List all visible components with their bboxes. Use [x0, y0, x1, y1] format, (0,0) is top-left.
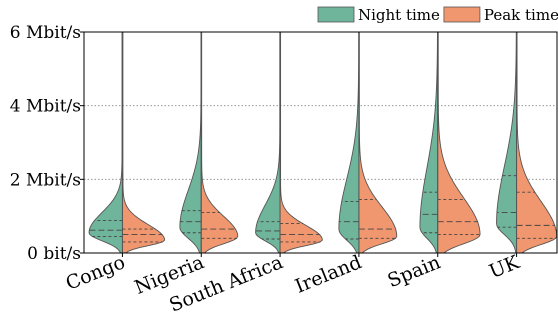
violin-right-congo [122, 32, 164, 253]
x-tick-label: UK [486, 251, 523, 283]
violin-right-ireland [359, 32, 397, 253]
violin-right-spain [438, 32, 480, 253]
legend-label: Night time [358, 6, 440, 24]
violin-right-nigeria [201, 32, 238, 253]
legend-swatch [318, 7, 354, 22]
violins [89, 32, 557, 253]
violin-left-south-africa [256, 32, 280, 253]
violin-left-uk [497, 32, 517, 253]
violin-left-ireland [339, 32, 359, 253]
violin-left-spain [420, 32, 438, 253]
y-axis: 0 bit/s 2 Mbit/s 4 Mbit/s 6 Mbit/s [10, 23, 84, 264]
x-tick-label: Spain [385, 251, 444, 292]
y-tick-label: 4 Mbit/s [10, 97, 81, 117]
violin-right-uk [517, 32, 557, 253]
gridlines [84, 106, 557, 180]
y-tick-label: 2 Mbit/s [10, 170, 81, 190]
legend-label: Peak time [484, 6, 558, 24]
legend: Night time Peak time [318, 6, 558, 24]
violin-left-nigeria [180, 32, 201, 253]
y-tick-label: 0 bit/s [27, 244, 81, 264]
plot-frame [84, 32, 557, 253]
y-tick-label: 6 Mbit/s [10, 23, 81, 43]
legend-swatch [444, 7, 480, 22]
x-tick-label: Ireland [292, 251, 365, 297]
violin-right-south-africa [280, 32, 322, 253]
violin-left-congo [89, 32, 122, 253]
